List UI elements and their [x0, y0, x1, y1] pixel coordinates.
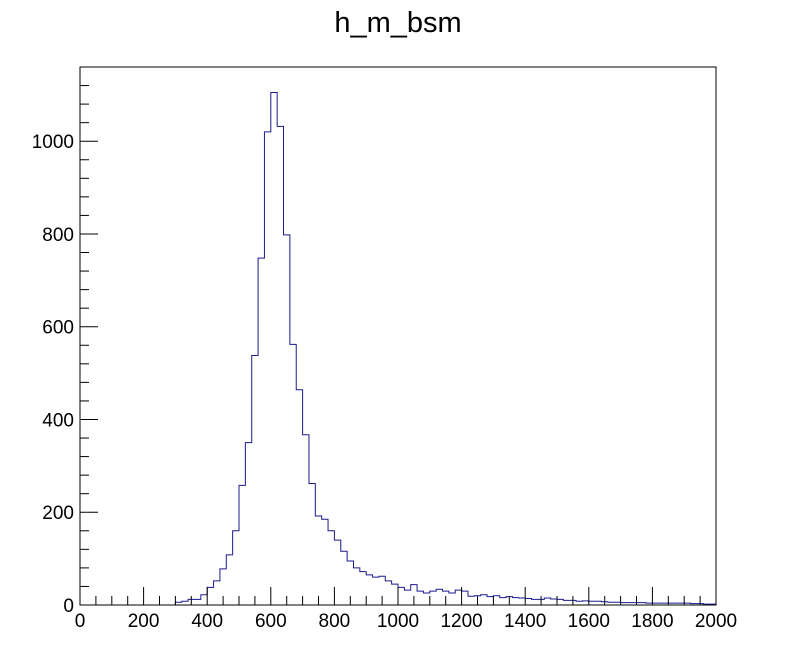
histogram-bin: [417, 591, 423, 605]
histogram-bin: [589, 601, 595, 605]
histogram-bin: [334, 540, 340, 605]
histogram-outline: [174, 92, 716, 605]
x-tick-label: 0: [75, 611, 86, 632]
x-tick-label: 2000: [695, 611, 737, 632]
histogram-bin: [226, 555, 232, 605]
histogram-bin: [404, 590, 410, 605]
histogram-bin: [264, 132, 270, 605]
histogram-bin: [551, 599, 557, 605]
histogram-bin: [373, 577, 379, 605]
histogram-bin: [582, 601, 588, 605]
histogram-bin: [449, 593, 455, 605]
plot-frame: [79, 66, 717, 606]
histogram-bin: [532, 599, 538, 605]
y-axis: 0 200 400 600 800 1000: [32, 66, 98, 617]
histogram-bin: [252, 355, 258, 605]
x-tick-label: 200: [128, 611, 160, 632]
histogram-bin: [315, 516, 321, 605]
y-tick-label: 0: [63, 596, 74, 617]
histogram-bin: [525, 599, 531, 605]
x-axis: 0 200 400 600 800 1000 1200 1400 1600 1800 2000: [75, 587, 737, 632]
histogram-bin: [436, 589, 442, 605]
histogram-bin: [277, 126, 283, 605]
y-tick-label: 400: [42, 410, 74, 431]
histogram-bin: [271, 93, 277, 605]
histogram-bin: [455, 590, 461, 605]
histogram-bin: [398, 587, 404, 605]
histogram-bin: [468, 596, 474, 605]
histogram-bin: [309, 483, 315, 605]
histogram-bins: [175, 93, 716, 605]
histogram-bin: [239, 485, 245, 605]
x-tick-label: 1400: [504, 611, 546, 632]
histogram-bin: [284, 235, 290, 605]
histogram-bin: [557, 599, 563, 605]
y-tick-label: 1000: [32, 132, 74, 153]
histogram-bin: [595, 601, 601, 605]
histogram-bin: [430, 591, 436, 605]
histogram-bin: [462, 591, 468, 605]
histogram-bin: [512, 598, 518, 605]
histogram-bin: [481, 595, 487, 605]
histogram-bin: [182, 601, 188, 605]
histogram-bin: [207, 587, 213, 605]
histogram-bin: [296, 390, 302, 605]
x-tick-label: 800: [319, 611, 351, 632]
y-tick-label: 600: [42, 318, 74, 339]
histogram-bin: [576, 601, 582, 605]
chart-title: h_m_bsm: [334, 7, 461, 39]
histogram-bin: [233, 531, 239, 605]
x-tick-label: 1200: [440, 611, 482, 632]
histogram-bin: [328, 531, 334, 605]
histogram-bin: [487, 597, 493, 605]
x-tick-label: 1800: [631, 611, 673, 632]
x-tick-label: 1600: [568, 611, 610, 632]
y-tick-label: 800: [42, 225, 74, 246]
x-tick-label: 400: [191, 611, 223, 632]
histogram-bin: [303, 435, 309, 605]
histogram-bin: [194, 599, 200, 605]
histogram-bin: [423, 593, 429, 605]
x-tick-label: 600: [255, 611, 287, 632]
histogram-bin: [544, 598, 550, 605]
histogram-bin: [392, 584, 398, 605]
histogram-bin: [341, 551, 347, 605]
y-tick-label: 200: [42, 503, 74, 524]
x-tick-label: 1000: [377, 611, 419, 632]
histogram-bin: [353, 568, 359, 605]
histogram-bin: [214, 581, 220, 605]
histogram-bin: [245, 443, 251, 605]
histogram-bin: [201, 595, 207, 605]
histogram-bin: [366, 575, 372, 605]
histogram-bin: [290, 344, 296, 605]
histogram-bin: [258, 258, 264, 605]
histogram-bin: [500, 598, 506, 605]
histogram-bin: [493, 596, 499, 605]
histogram-bin: [563, 600, 569, 605]
histogram-bin: [322, 519, 328, 605]
histogram-bin: [360, 572, 366, 605]
histogram-bin: [519, 598, 525, 605]
histogram-bin: [385, 581, 391, 605]
